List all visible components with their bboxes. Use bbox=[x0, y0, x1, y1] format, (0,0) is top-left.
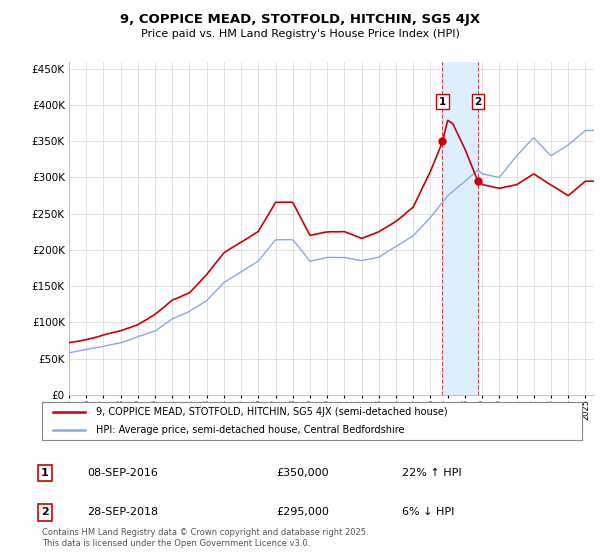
Text: £350,000: £350,000 bbox=[276, 468, 329, 478]
Text: £295,000: £295,000 bbox=[276, 507, 329, 517]
Text: 1: 1 bbox=[41, 468, 49, 478]
Text: 28-SEP-2018: 28-SEP-2018 bbox=[87, 507, 158, 517]
Text: 1: 1 bbox=[439, 96, 446, 106]
Bar bbox=[442, 62, 478, 395]
Text: Contains HM Land Registry data © Crown copyright and database right 2025.
This d: Contains HM Land Registry data © Crown c… bbox=[42, 528, 368, 548]
Text: 6% ↓ HPI: 6% ↓ HPI bbox=[402, 507, 454, 517]
Text: 22% ↑ HPI: 22% ↑ HPI bbox=[402, 468, 461, 478]
Text: 2: 2 bbox=[41, 507, 49, 517]
Text: HPI: Average price, semi-detached house, Central Bedfordshire: HPI: Average price, semi-detached house,… bbox=[96, 425, 404, 435]
Text: 9, COPPICE MEAD, STOTFOLD, HITCHIN, SG5 4JX: 9, COPPICE MEAD, STOTFOLD, HITCHIN, SG5 … bbox=[120, 13, 480, 26]
Text: 08-SEP-2016: 08-SEP-2016 bbox=[87, 468, 158, 478]
Text: Price paid vs. HM Land Registry's House Price Index (HPI): Price paid vs. HM Land Registry's House … bbox=[140, 29, 460, 39]
Text: 9, COPPICE MEAD, STOTFOLD, HITCHIN, SG5 4JX (semi-detached house): 9, COPPICE MEAD, STOTFOLD, HITCHIN, SG5 … bbox=[96, 407, 448, 417]
Text: 2: 2 bbox=[474, 96, 481, 106]
